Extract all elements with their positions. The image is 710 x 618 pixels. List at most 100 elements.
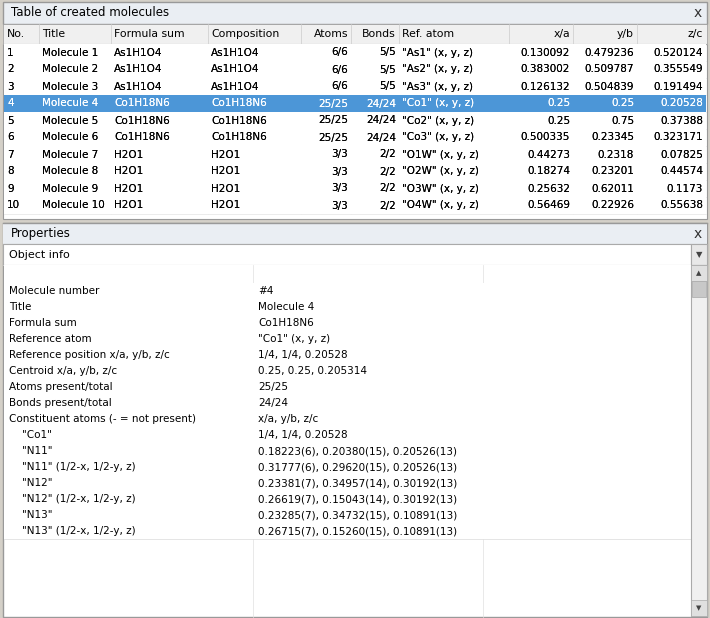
Text: 10: 10 [7,200,20,211]
Text: H2O1: H2O1 [114,166,143,177]
Text: Molecule 3: Molecule 3 [42,82,98,91]
Text: 0.504839: 0.504839 [584,82,634,91]
Text: 0.2318: 0.2318 [598,150,634,159]
Text: 4: 4 [7,98,13,109]
Text: 0.25: 0.25 [611,98,634,109]
Text: 24/24: 24/24 [366,98,396,109]
Text: Molecule 4: Molecule 4 [42,98,98,109]
Text: 6/6: 6/6 [332,48,348,57]
Text: 3/3: 3/3 [332,166,348,177]
Text: 25/25: 25/25 [258,382,288,392]
Text: Co1H18N6: Co1H18N6 [114,98,170,109]
Text: 3/3: 3/3 [332,200,348,211]
Text: 0.23285(7), 0.34732(15), 0.10891(13): 0.23285(7), 0.34732(15), 0.10891(13) [258,510,457,520]
Text: 0.130092: 0.130092 [520,48,570,57]
Bar [4,363,691,379]
Text: "O2W" (x, y, z): "O2W" (x, y, z) [402,166,479,177]
Text: 0.56469: 0.56469 [527,200,570,211]
Bar [4,379,691,395]
Text: Co1H18N6: Co1H18N6 [114,132,170,143]
Text: 0.23201: 0.23201 [591,166,634,177]
Text: Molecule 10: Molecule 10 [42,200,105,211]
Text: 1: 1 [7,48,13,57]
Text: 4: 4 [7,98,13,109]
Bar [4,95,706,112]
Text: #4: #4 [258,286,273,296]
Text: 2: 2 [7,64,13,75]
Text: H2O1: H2O1 [114,150,143,159]
Bar [3,223,707,244]
Bar [4,491,691,507]
Text: 6/6: 6/6 [332,64,348,75]
Text: As1H1O4: As1H1O4 [114,64,163,75]
Bar [4,315,691,331]
Text: x/a: x/a [553,29,570,39]
Bar [3,223,707,617]
Text: 25/25: 25/25 [318,98,348,109]
Bar [3,44,707,219]
Text: H2O1: H2O1 [211,166,240,177]
Text: "N11" (1/2-x, 1/2-y, z): "N11" (1/2-x, 1/2-y, z) [9,462,136,472]
Text: 6/6: 6/6 [332,82,348,91]
Text: Molecule 7: Molecule 7 [42,150,98,159]
Text: Molecule 1: Molecule 1 [42,48,98,57]
Text: Centroid x/a, y/b, z/c: Centroid x/a, y/b, z/c [9,366,117,376]
Text: 7: 7 [7,150,13,159]
Text: ▼: ▼ [697,605,701,611]
Text: 0.23381(7), 0.34957(14), 0.30192(13): 0.23381(7), 0.34957(14), 0.30192(13) [258,478,457,488]
Text: 0.75: 0.75 [611,116,634,125]
Text: Molecule 4: Molecule 4 [42,98,98,109]
Text: 25/25: 25/25 [318,132,348,143]
Text: Reference position x/a, y/b, z/c: Reference position x/a, y/b, z/c [9,350,170,360]
Text: 0.18223(6), 0.20380(15), 0.20526(13): 0.18223(6), 0.20380(15), 0.20526(13) [258,446,457,456]
Text: "N13" (1/2-x, 1/2-y, z): "N13" (1/2-x, 1/2-y, z) [9,526,136,536]
Text: 0.44273: 0.44273 [527,150,570,159]
Text: 2/2: 2/2 [379,150,396,159]
Text: 0.126132: 0.126132 [520,82,570,91]
Text: 24/24: 24/24 [366,116,396,125]
Text: As1H1O4: As1H1O4 [211,82,259,91]
Text: Title: Title [42,29,65,39]
Text: 0.1173: 0.1173 [667,184,703,193]
Text: 6: 6 [7,132,13,143]
Text: 25/25: 25/25 [318,98,348,109]
Text: 0.37388: 0.37388 [660,116,703,125]
Text: 1/4, 1/4, 0.20528: 1/4, 1/4, 0.20528 [258,350,348,360]
Bar [4,78,706,95]
Text: "Co1" (x, y, z): "Co1" (x, y, z) [402,98,474,109]
Text: "Co3" (x, y, z): "Co3" (x, y, z) [402,132,474,143]
Text: Constituent atoms (- = not present): Constituent atoms (- = not present) [9,414,196,424]
Text: Properties: Properties [11,227,71,240]
Text: 0.25: 0.25 [611,98,634,109]
Bar [691,244,707,265]
Bar [4,44,706,61]
Bar [4,395,691,411]
Bar [3,24,707,44]
Text: "N13": "N13" [9,510,53,520]
Text: 24/24: 24/24 [366,132,396,143]
Text: Molecule 6: Molecule 6 [42,132,98,143]
Text: Bonds present/total: Bonds present/total [9,398,111,408]
Bar [4,112,706,129]
Bar [4,197,706,214]
Text: Molecule 8: Molecule 8 [42,166,98,177]
Bar [4,459,691,475]
Text: ▼: ▼ [696,250,702,259]
Text: No.: No. [7,29,25,39]
Bar [4,411,691,427]
Text: 8: 8 [7,166,13,177]
Bar [4,95,706,112]
Text: 2/2: 2/2 [379,184,396,193]
Text: 0.25: 0.25 [547,116,570,125]
Text: 0.25632: 0.25632 [527,184,570,193]
Text: 0.191494: 0.191494 [653,82,703,91]
Text: ▲: ▲ [697,270,701,276]
Text: Molecule 2: Molecule 2 [42,64,98,75]
Text: 3/3: 3/3 [332,200,348,211]
Text: 24/24: 24/24 [258,398,288,408]
Text: 0.25: 0.25 [547,116,570,125]
Text: x/a, y/b, z/c: x/a, y/b, z/c [258,414,318,424]
Bar [3,2,707,24]
Bar [4,180,706,197]
Text: 0.20528: 0.20528 [660,98,703,109]
